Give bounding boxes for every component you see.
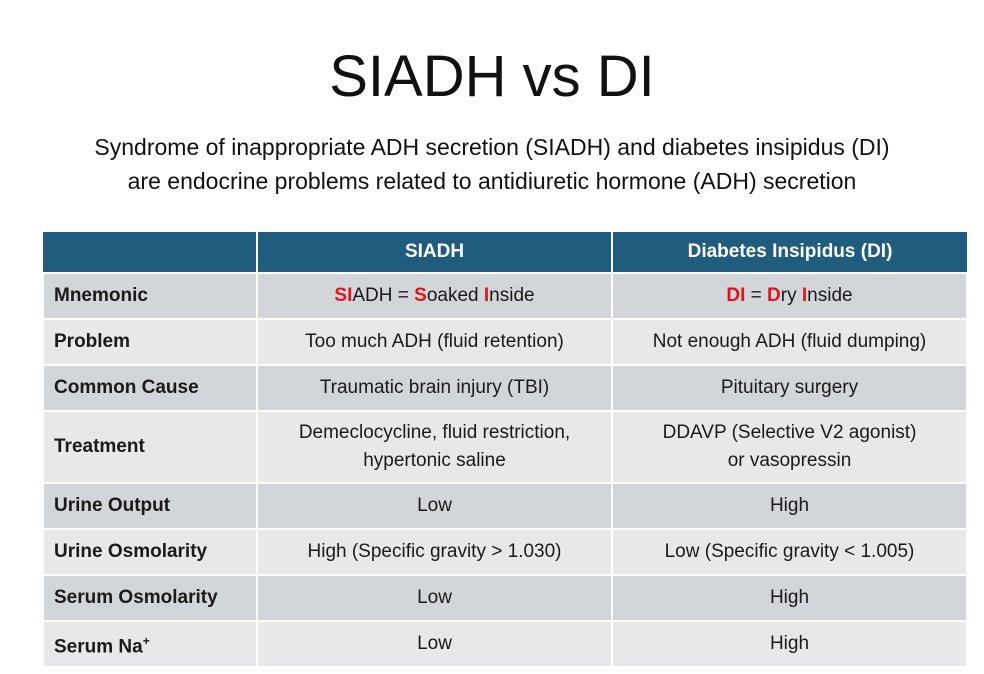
- table-row: Serum Osmolarity Low High: [42, 574, 968, 622]
- cell-di: Pituitary surgery: [611, 364, 968, 412]
- subtitle-line: are endocrine problems related to antidi…: [127, 168, 857, 194]
- cell-siadh: Low: [256, 482, 613, 530]
- table-row: Problem Too much ADH (fluid retention) N…: [42, 318, 968, 366]
- table-row: Treatment Demeclocycline, fluid restrict…: [42, 410, 968, 484]
- table-row: Urine Output Low High: [42, 482, 968, 530]
- mnemonic-text: oaked: [426, 285, 484, 306]
- cell-siadh: High (Specific gravity > 1.030): [256, 528, 613, 576]
- row-label: Serum Na+: [42, 620, 258, 668]
- mnemonic-highlight: SI: [334, 285, 353, 306]
- cell-line: Demeclocycline, fluid restriction,: [298, 422, 571, 443]
- table-header-row: SIADH Diabetes Insipidus (DI): [43, 232, 967, 273]
- mnemonic-siadh: SIADH = Soaked Inside: [256, 272, 613, 320]
- mnemonic-text: nside: [807, 285, 853, 306]
- mnemonic-highlight: D: [767, 285, 781, 306]
- cell-siadh: Too much ADH (fluid retention): [256, 318, 613, 366]
- mnemonic-highlight: S: [414, 285, 427, 306]
- mnemonic-di: DI = Dry Inside: [611, 272, 968, 320]
- row-label-text: Serum Na: [54, 636, 143, 658]
- row-label: Mnemonic: [42, 272, 258, 320]
- comparison-table: SIADH Diabetes Insipidus (DI) Mnemonic S…: [42, 232, 968, 668]
- superscript-plus: +: [142, 633, 150, 648]
- cell-siadh: Demeclocycline, fluid restriction, hyper…: [256, 410, 613, 484]
- cell-siadh: Traumatic brain injury (TBI): [256, 364, 613, 412]
- table-row-mnemonic: Mnemonic SIADH = Soaked Inside DI = Dry …: [42, 272, 968, 320]
- cell-di: High: [611, 482, 968, 530]
- subtitle: Syndrome of inappropriate ADH secretion …: [0, 130, 984, 198]
- row-label: Urine Output: [42, 482, 258, 530]
- mnemonic-text: =: [745, 285, 768, 306]
- mnemonic-text: ADH =: [352, 285, 415, 306]
- subtitle-line: Syndrome of inappropriate ADH secretion …: [94, 134, 890, 160]
- mnemonic-highlight: I: [801, 285, 808, 306]
- cell-line: DDAVP (Selective V2 agonist): [662, 422, 917, 443]
- page-title: SIADH vs DI: [329, 44, 655, 109]
- row-label: Urine Osmolarity: [42, 528, 258, 576]
- header-di: Diabetes Insipidus (DI): [611, 232, 967, 273]
- cell-siadh: Low: [256, 620, 613, 668]
- cell-di: Not enough ADH (fluid dumping): [611, 318, 968, 366]
- mnemonic-text: nside: [489, 285, 535, 306]
- cell-di: High: [611, 620, 968, 668]
- table-row: Common Cause Traumatic brain injury (TBI…: [42, 364, 968, 412]
- row-label: Treatment: [42, 410, 258, 484]
- cell-di: Low (Specific gravity < 1.005): [611, 528, 968, 576]
- row-label: Serum Osmolarity: [42, 574, 258, 622]
- row-label: Common Cause: [42, 364, 258, 412]
- cell-di: High: [611, 574, 968, 622]
- mnemonic-text: ry: [780, 285, 802, 306]
- header-empty: [43, 232, 257, 273]
- cell-siadh: Low: [256, 574, 613, 622]
- row-label: Problem: [42, 318, 258, 366]
- cell-line: or vasopressin: [727, 450, 852, 471]
- table-row: Serum Na+ Low High: [42, 620, 968, 668]
- table-row: Urine Osmolarity High (Specific gravity …: [42, 528, 968, 576]
- mnemonic-highlight: I: [483, 285, 490, 306]
- cell-di: DDAVP (Selective V2 agonist) or vasopres…: [611, 410, 968, 484]
- mnemonic-highlight: DI: [726, 285, 746, 306]
- cell-line: hypertonic saline: [363, 450, 506, 471]
- header-siadh: SIADH: [256, 232, 612, 273]
